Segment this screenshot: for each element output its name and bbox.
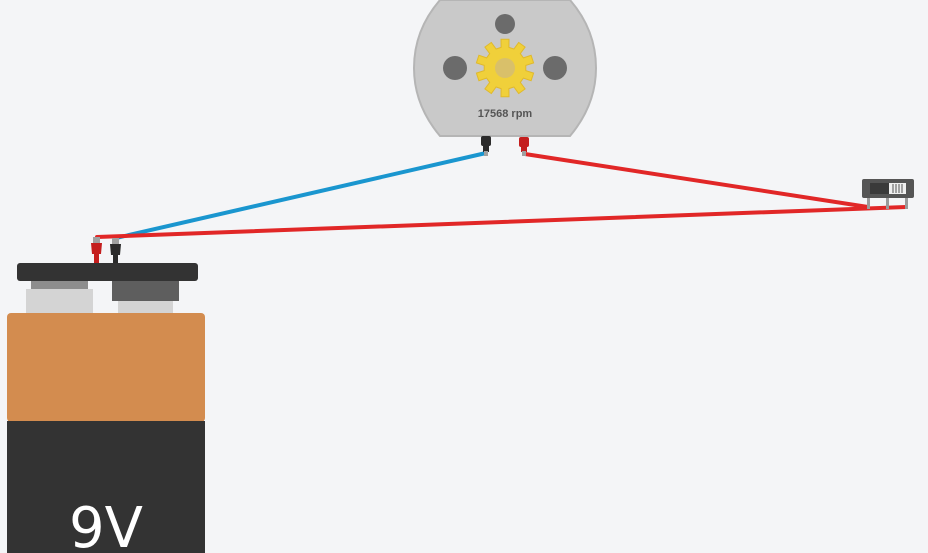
battery-case-top (7, 313, 205, 422)
motor-shaft (495, 58, 515, 78)
dc-motor[interactable]: 17568 rpm (412, 0, 598, 156)
switch-pin-right[interactable] (905, 198, 908, 209)
switch-pin-left[interactable] (867, 198, 870, 209)
motor-screw-left (443, 56, 467, 80)
switch-pin-middle[interactable] (886, 198, 889, 209)
battery-terminal-negative (112, 281, 179, 314)
battery-snap-cap (17, 263, 198, 281)
switch-slider-knob[interactable] (889, 183, 906, 194)
battery-terminal-positive (26, 281, 93, 314)
battery-case-bottom (7, 421, 205, 553)
wires (95, 151, 908, 240)
wire-red-switch-to-battery-positive[interactable] (95, 205, 908, 239)
switch-slider-track (870, 183, 906, 194)
wire-red-motor-to-switch[interactable] (523, 152, 870, 209)
motor-screw-top (495, 14, 515, 34)
motor-speed-readout: 17568 rpm (478, 108, 533, 120)
wire-blue-motor-to-battery-negative[interactable] (114, 151, 488, 240)
battery-lead-positive[interactable] (91, 237, 102, 264)
motor-terminal-positive[interactable] (519, 137, 529, 156)
battery-9v[interactable]: 9V (7, 237, 205, 553)
motor-screw-right (543, 56, 567, 80)
slide-switch[interactable] (862, 179, 914, 209)
battery-lead-negative[interactable] (110, 238, 121, 264)
motor-terminal-negative[interactable] (481, 136, 491, 156)
battery-voltage-label: 9V (69, 496, 143, 553)
